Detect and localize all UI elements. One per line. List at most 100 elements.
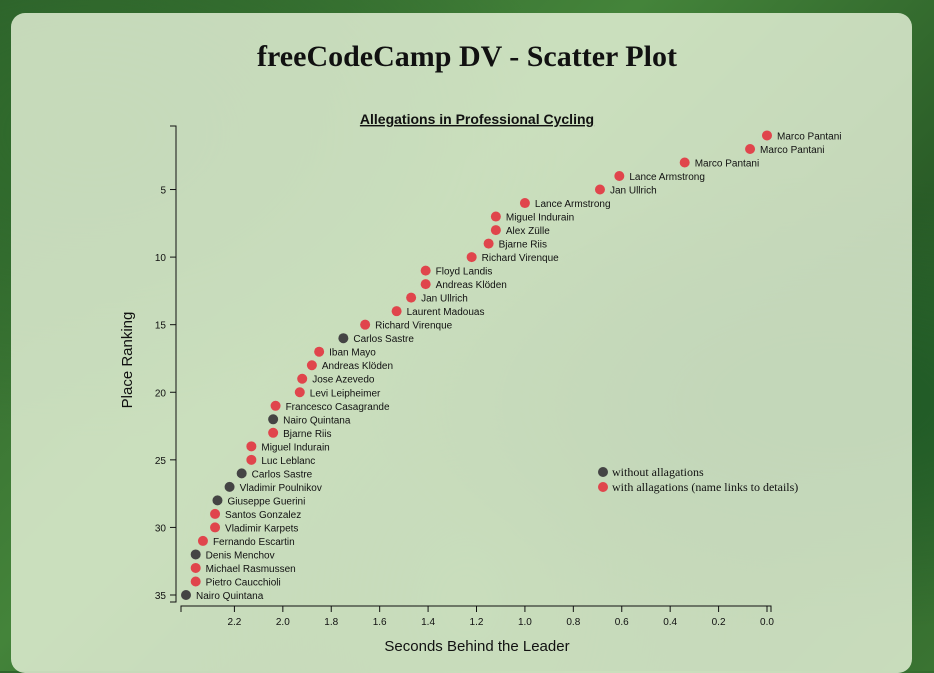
data-point[interactable]: Jan Ullrich [594, 184, 657, 197]
scatter-dot[interactable] [314, 346, 325, 357]
data-point[interactable]: Richard Virenque [466, 252, 560, 264]
rider-label[interactable]: Jan Ullrich [610, 186, 657, 197]
data-point[interactable]: Iban Mayo [314, 346, 376, 359]
data-point[interactable]: Andreas Klöden [420, 279, 507, 291]
scatter-dot[interactable] [360, 319, 371, 330]
rider-label[interactable]: Francesco Casagrande [286, 402, 390, 413]
rider-label[interactable]: Floyd Landis [436, 267, 493, 278]
scatter-dot[interactable] [745, 143, 756, 154]
scatter-dot[interactable] [190, 576, 201, 587]
data-point[interactable]: Marco Pantani [679, 157, 759, 169]
data-point[interactable]: Miguel Indurain [490, 211, 574, 224]
x-tick-label: 0.8 [566, 617, 580, 628]
data-point[interactable]: Lance Armstrong [614, 171, 705, 183]
rider-label[interactable]: Santos Gonzalez [225, 510, 301, 521]
data-point[interactable]: Marco Pantani [762, 130, 841, 142]
data-point[interactable]: Lance Armstrong [519, 198, 611, 210]
scatter-dot[interactable] [306, 360, 317, 371]
data-point[interactable]: Luc Leblanc [246, 454, 315, 467]
data-point[interactable]: Fernando Escartin [197, 535, 295, 548]
legend-label: without allagations [612, 465, 704, 479]
scatter-dot[interactable] [614, 171, 625, 182]
data-point[interactable]: Bjarne Riis [483, 238, 547, 251]
data-point[interactable]: Richard Virenque [360, 319, 453, 332]
scatter-dot[interactable] [210, 522, 221, 533]
rider-label[interactable]: Jan Ullrich [421, 294, 468, 305]
rider-label[interactable]: Andreas Klöden [436, 280, 507, 291]
scatter-dot[interactable] [294, 387, 305, 398]
data-point: Giuseppe Guerini [212, 495, 305, 507]
rider-label[interactable]: Vladimir Karpets [225, 523, 298, 534]
rider-label[interactable]: Levi Leipheimer [310, 388, 381, 399]
data-point[interactable]: Bjarne Riis [268, 427, 332, 440]
rider-label[interactable]: Alex Zülle [506, 226, 550, 237]
rider-label[interactable]: Jose Azevedo [312, 375, 375, 386]
rider-label: Carlos Sastre [252, 469, 313, 480]
rider-label[interactable]: Richard Virenque [482, 253, 560, 264]
data-point[interactable]: Andreas Klöden [306, 360, 393, 372]
rider-label[interactable]: Iban Mayo [329, 348, 376, 359]
data-point[interactable]: Levi Leipheimer [294, 387, 381, 399]
data-point[interactable]: Laurent Madouas [391, 306, 485, 318]
scatter-dot[interactable] [679, 157, 690, 168]
scatter-dot[interactable] [490, 225, 501, 236]
y-axis-title: Place Ranking [119, 312, 136, 409]
data-point[interactable]: Jose Azevedo [297, 373, 375, 386]
rider-label: Nairo Quintana [283, 415, 351, 426]
scatter-dot [190, 549, 201, 560]
scatter-dot[interactable] [190, 562, 201, 573]
scatter-dot[interactable] [297, 373, 308, 384]
data-point[interactable]: Michael Rasmussen [190, 562, 296, 575]
rider-label[interactable]: Marco Pantani [760, 145, 824, 156]
rider-label[interactable]: Miguel Indurain [506, 213, 574, 224]
data-point[interactable]: Floyd Landis [420, 265, 493, 278]
rider-label[interactable]: Michael Rasmussen [206, 564, 296, 575]
data-point[interactable]: Santos Gonzalez [210, 508, 301, 521]
scatter-dot[interactable] [594, 184, 605, 195]
x-tick-label: 0.2 [712, 617, 726, 628]
y-tick-label: 5 [160, 186, 166, 197]
data-point[interactable]: Jan Ullrich [406, 292, 468, 305]
scatter-dot[interactable] [197, 535, 208, 546]
rider-label[interactable]: Lance Armstrong [629, 172, 705, 183]
y-axis: 5 10 15 20 25 30 35 [155, 125, 177, 603]
rider-label[interactable]: Luc Leblanc [261, 456, 315, 467]
scatter-dot[interactable] [420, 265, 431, 276]
scatter-dot[interactable] [466, 252, 477, 263]
rider-label[interactable]: Lance Armstrong [535, 199, 611, 210]
data-point[interactable]: Pietro Caucchioli [190, 576, 281, 588]
scatter-dot[interactable] [762, 130, 772, 141]
rider-label[interactable]: Bjarne Riis [283, 429, 331, 440]
scatter-dot[interactable] [406, 292, 417, 303]
data-point[interactable]: Marco Pantani [745, 143, 825, 156]
rider-label[interactable]: Marco Pantani [695, 158, 759, 169]
data-point[interactable]: Francesco Casagrande [270, 400, 390, 413]
scatter-dot[interactable] [391, 306, 402, 317]
rider-label[interactable]: Pietro Caucchioli [206, 577, 281, 588]
scatter-dot[interactable] [519, 198, 530, 209]
scatter-dot[interactable] [420, 279, 431, 290]
rider-label[interactable]: Fernando Escartin [213, 537, 295, 548]
rider-label[interactable]: Andreas Klöden [322, 361, 393, 372]
rider-label[interactable]: Laurent Madouas [407, 307, 485, 318]
scatter-dot[interactable] [268, 427, 279, 438]
scatter-dot[interactable] [490, 211, 501, 222]
data-point[interactable]: Miguel Indurain [246, 441, 330, 453]
scatter-dot[interactable] [483, 238, 494, 249]
scatter-dot [181, 590, 191, 600]
rider-label[interactable]: Richard Virenque [375, 321, 453, 332]
data-point[interactable]: Alex Zülle [490, 225, 550, 237]
rider-label[interactable]: Bjarne Riis [499, 240, 547, 251]
scatter-dot[interactable] [246, 441, 257, 452]
data-point[interactable]: Vladimir Karpets [210, 522, 298, 534]
scatter-dot[interactable] [210, 508, 221, 519]
chart-title: Allegations in Professional Cycling [360, 111, 594, 127]
x-tick-label: 1.8 [324, 617, 338, 628]
scatter-dot[interactable] [246, 454, 257, 465]
rider-label[interactable]: Marco Pantani [777, 131, 841, 142]
scatter-dot[interactable] [270, 400, 281, 411]
rider-label[interactable]: Miguel Indurain [261, 442, 329, 453]
data-point: Nairo Quintana [181, 590, 264, 602]
x-axis-title: Seconds Behind the Leader [384, 638, 569, 655]
